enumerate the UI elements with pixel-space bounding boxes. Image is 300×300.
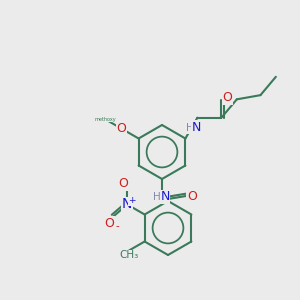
Text: O: O [116, 122, 126, 135]
Text: O: O [222, 91, 232, 104]
Text: O: O [187, 190, 197, 202]
Text: CH₃: CH₃ [119, 250, 139, 260]
Text: H: H [153, 192, 161, 202]
Text: H: H [185, 123, 193, 133]
Text: +: + [128, 196, 136, 205]
Text: -: - [116, 221, 119, 232]
Text: O: O [118, 177, 128, 190]
Text: methoxy: methoxy [95, 117, 116, 122]
Text: N: N [192, 121, 201, 134]
Text: N: N [122, 197, 133, 212]
Text: O: O [104, 217, 114, 230]
Text: N: N [160, 190, 170, 203]
